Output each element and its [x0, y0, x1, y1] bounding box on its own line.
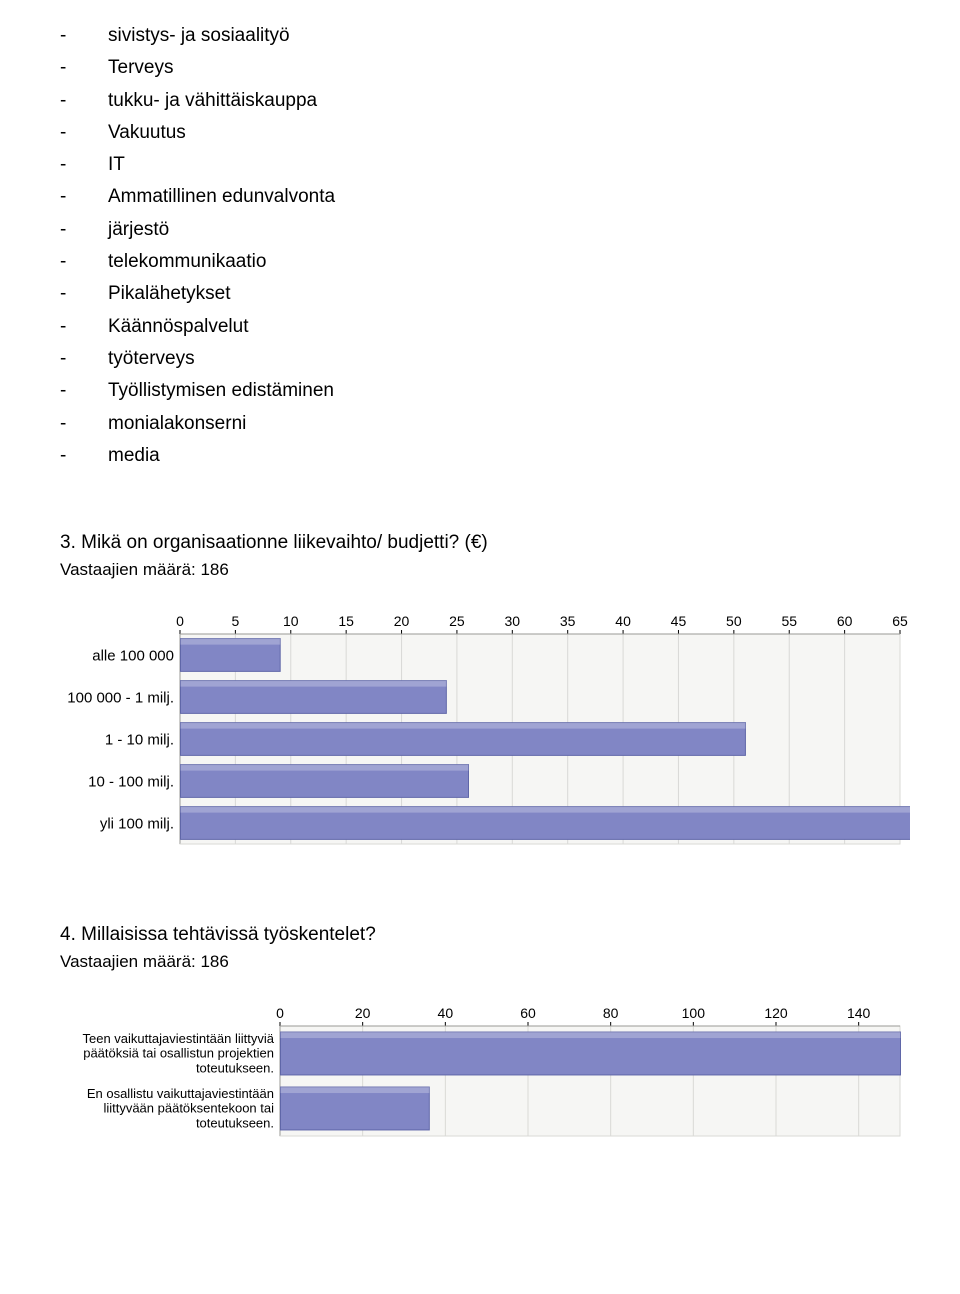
bullet-dash: -: [60, 52, 108, 84]
bullet-dash: -: [60, 117, 108, 149]
svg-text:65: 65: [892, 613, 908, 629]
bullet-row: -järjestö: [60, 214, 900, 246]
bullet-text: tukku- ja vähittäiskauppa: [108, 85, 900, 117]
svg-text:10: 10: [283, 613, 299, 629]
chart-2: 0 20 40 60 80 100 120 140 Teen vaikuttajaviestin…: [40, 996, 910, 1156]
bullet-dash: -: [60, 375, 108, 407]
bullet-list: -sivistys- ja sosiaalityö-Terveys-tukku-…: [60, 20, 900, 472]
bullet-dash: -: [60, 440, 108, 472]
bullet-dash: -: [60, 214, 108, 246]
question-4-sub: Vastaajien määrä: 186: [60, 952, 900, 972]
bullet-dash: -: [60, 149, 108, 181]
svg-text:100 000 - 1 milj.: 100 000 - 1 milj.: [67, 689, 174, 706]
bullet-dash: -: [60, 408, 108, 440]
svg-text:100: 100: [682, 1005, 706, 1021]
bullet-text: IT: [108, 149, 900, 181]
svg-text:0: 0: [176, 613, 184, 629]
bullet-row: -Pikalähetykset: [60, 278, 900, 310]
bullet-row: -Terveys: [60, 52, 900, 84]
svg-text:toteutukseen.: toteutukseen.: [196, 1061, 274, 1076]
bullet-text: telekommunikaatio: [108, 246, 900, 278]
bullet-text: Käännöspalvelut: [108, 311, 900, 343]
bullet-text: työterveys: [108, 343, 900, 375]
bullet-text: Ammatillinen edunvalvonta: [108, 181, 900, 213]
bullet-row: -Ammatillinen edunvalvonta: [60, 181, 900, 213]
svg-text:päätöksiä tai osallistun proje: päätöksiä tai osallistun projektien: [83, 1046, 274, 1061]
svg-text:55: 55: [781, 613, 797, 629]
bullet-row: -Työllistymisen edistäminen: [60, 375, 900, 407]
bullet-text: media: [108, 440, 900, 472]
svg-text:20: 20: [394, 613, 410, 629]
bullet-row: -Vakuutus: [60, 117, 900, 149]
svg-text:5: 5: [231, 613, 239, 629]
bullet-text: sivistys- ja sosiaalityö: [108, 20, 900, 52]
chart-2-container: 0 20 40 60 80 100 120 140 Teen vaikuttajaviestin…: [40, 996, 900, 1156]
bullet-dash: -: [60, 246, 108, 278]
question-3-sub: Vastaajien määrä: 186: [60, 560, 900, 580]
chart-1-container: 05101520253035404550556065alle 100 00010…: [40, 604, 900, 864]
bullet-dash: -: [60, 343, 108, 375]
bullet-row: -Käännöspalvelut: [60, 311, 900, 343]
bullet-text: Terveys: [108, 52, 900, 84]
bullet-row: -telekommunikaatio: [60, 246, 900, 278]
svg-text:10 - 100 milj.: 10 - 100 milj.: [88, 773, 174, 790]
bullet-row: -monialakonserni: [60, 408, 900, 440]
svg-text:liittyvään päätöksentekoon tai: liittyvään päätöksentekoon tai: [103, 1101, 274, 1116]
svg-text:toteutukseen.: toteutukseen.: [196, 1116, 274, 1131]
svg-text:45: 45: [671, 613, 687, 629]
bullet-text: järjestö: [108, 214, 900, 246]
svg-text:50: 50: [726, 613, 742, 629]
svg-text:15: 15: [338, 613, 354, 629]
chart-1: 0 5 10 15 20 25 30 35 40 45 50 55 60 65 alle 100 000 10…: [40, 604, 910, 864]
svg-text:40: 40: [438, 1005, 454, 1021]
svg-text:40: 40: [615, 613, 631, 629]
bullet-dash: -: [60, 278, 108, 310]
question-4-title: 4. Millaisissa tehtävissä työskentelet?: [60, 924, 900, 946]
svg-text:80: 80: [603, 1005, 619, 1021]
svg-text:60: 60: [837, 613, 853, 629]
bullet-text: monialakonserni: [108, 408, 900, 440]
svg-text:Teen vaikuttajaviestintään lii: Teen vaikuttajaviestintään liittyviä: [83, 1031, 275, 1046]
question-3-title: 3. Mikä on organisaationne liikevaihto/ …: [60, 532, 900, 554]
svg-text:1 - 10 milj.: 1 - 10 milj.: [105, 731, 174, 748]
bullet-row: -työterveys: [60, 343, 900, 375]
svg-text:20: 20: [355, 1005, 371, 1021]
svg-text:30: 30: [505, 613, 521, 629]
bullet-row: -media: [60, 440, 900, 472]
bullet-dash: -: [60, 311, 108, 343]
bullet-text: Työllistymisen edistäminen: [108, 375, 900, 407]
svg-text:25: 25: [449, 613, 465, 629]
svg-text:60: 60: [520, 1005, 536, 1021]
svg-text:140: 140: [847, 1005, 871, 1021]
bullet-row: -IT: [60, 149, 900, 181]
bullet-text: Pikalähetykset: [108, 278, 900, 310]
svg-text:120: 120: [764, 1005, 788, 1021]
bullet-row: -tukku- ja vähittäiskauppa: [60, 85, 900, 117]
svg-text:alle 100 000: alle 100 000: [92, 647, 174, 664]
svg-text:yli 100 milj.: yli 100 milj.: [100, 815, 174, 832]
svg-text:0: 0: [276, 1005, 284, 1021]
bullet-row: -sivistys- ja sosiaalityö: [60, 20, 900, 52]
bullet-dash: -: [60, 85, 108, 117]
bullet-text: Vakuutus: [108, 117, 900, 149]
svg-text:En osallistu vaikuttajaviestin: En osallistu vaikuttajaviestintään: [87, 1086, 274, 1101]
bullet-dash: -: [60, 181, 108, 213]
bullet-dash: -: [60, 20, 108, 52]
svg-text:35: 35: [560, 613, 576, 629]
